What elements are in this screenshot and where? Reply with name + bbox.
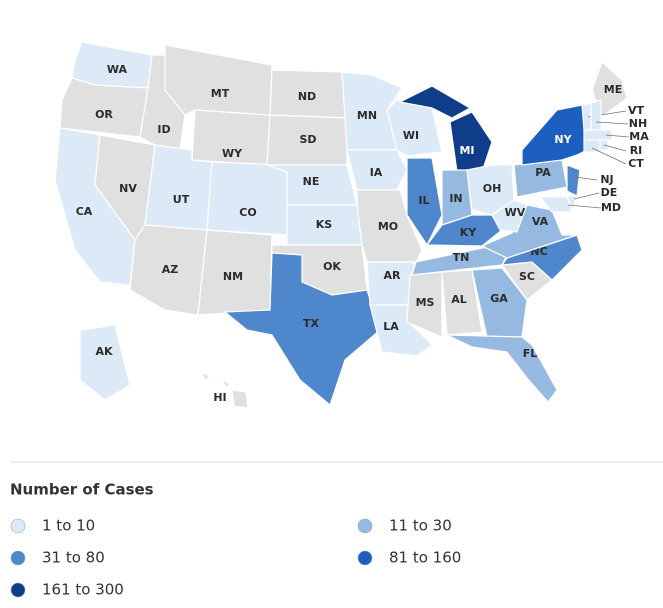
state-label: OR <box>95 108 113 121</box>
state-label: MA <box>629 130 649 143</box>
state-label: FL <box>523 347 538 360</box>
state-label: NH <box>629 117 647 130</box>
state-label: CT <box>628 157 644 170</box>
legend-title: Number of Cases <box>10 481 154 499</box>
state-shape <box>223 252 381 407</box>
state-shape <box>583 129 613 141</box>
state-label: WA <box>107 63 128 76</box>
state-label: IL <box>418 194 429 207</box>
state-label: KY <box>460 226 478 239</box>
state-label: ME <box>604 83 622 96</box>
state-shape <box>406 271 443 338</box>
legend-swatch <box>10 550 26 566</box>
state-label: NJ <box>600 173 613 186</box>
state-label: TN <box>453 251 470 264</box>
leader-line <box>573 192 600 200</box>
state-label: NE <box>303 175 320 188</box>
state-label: VT <box>628 104 645 117</box>
state-label: OH <box>483 182 502 195</box>
state-label: NM <box>223 270 243 283</box>
state-label: WV <box>505 206 526 219</box>
state-label: LA <box>383 320 399 333</box>
state-shape <box>441 269 483 336</box>
state-shape <box>590 99 602 131</box>
state-label: WI <box>403 129 419 142</box>
state-label: MS <box>416 296 435 309</box>
state-label: TX <box>303 317 320 330</box>
state-label: AK <box>95 345 113 358</box>
state-label: AL <box>451 293 467 306</box>
state-label: RI <box>630 144 643 157</box>
state-label: NV <box>119 182 137 195</box>
legend-swatch <box>10 582 26 598</box>
legend-label: 161 to 300 <box>42 581 124 599</box>
state-label: MI <box>459 144 474 157</box>
state-label: AR <box>384 269 402 282</box>
state-label: NY <box>554 133 572 146</box>
state-label: IA <box>370 166 383 179</box>
legend-label: 1 to 10 <box>42 517 95 535</box>
state-shape <box>446 334 558 403</box>
legend-swatch <box>10 518 26 534</box>
state-label: MD <box>601 201 621 214</box>
leader-line <box>603 144 627 152</box>
state-shape <box>491 199 528 233</box>
legend-label: 81 to 160 <box>389 549 461 567</box>
state-shape <box>346 149 408 191</box>
state-label: ID <box>157 123 170 136</box>
state-shape <box>406 157 443 247</box>
state-label: HI <box>213 391 226 404</box>
legend-label: 31 to 80 <box>42 549 105 567</box>
state-label: ND <box>298 90 316 103</box>
state-shape <box>164 44 273 116</box>
leader-line <box>591 147 627 165</box>
leader-line <box>605 134 630 138</box>
state-label: MO <box>378 220 398 233</box>
state-label: OK <box>323 260 341 273</box>
leader-line <box>574 176 598 181</box>
legend-label: 11 to 30 <box>389 517 452 535</box>
state-label: GA <box>490 292 508 305</box>
state-shape <box>206 161 288 236</box>
state-label: KS <box>316 218 333 231</box>
state-label: DE <box>601 186 618 199</box>
state-shape <box>231 389 249 409</box>
state-label: SD <box>299 133 316 146</box>
state-shape <box>471 267 528 338</box>
state-shape <box>521 104 588 166</box>
state-label: IN <box>449 192 462 205</box>
state-shape <box>79 324 131 401</box>
state-shape <box>198 370 212 381</box>
state-shape <box>220 378 232 390</box>
state-shape <box>538 196 573 213</box>
state-shape <box>449 111 493 173</box>
legend-swatch <box>357 550 373 566</box>
state-label: CA <box>76 205 93 218</box>
state-label: SC <box>519 270 535 283</box>
state-shape <box>566 164 581 197</box>
state-label: UT <box>173 193 190 206</box>
leader-line <box>567 204 602 209</box>
state-label: PA <box>535 166 551 179</box>
state-label: CO <box>239 206 256 219</box>
leader-line <box>595 121 629 125</box>
state-label: AZ <box>162 263 179 276</box>
state-label: MN <box>357 109 377 122</box>
legend-swatch <box>357 518 373 534</box>
state-label: MT <box>211 87 230 100</box>
state-shape <box>398 85 472 119</box>
state-label: VA <box>532 215 549 228</box>
state-label: WY <box>222 147 243 160</box>
